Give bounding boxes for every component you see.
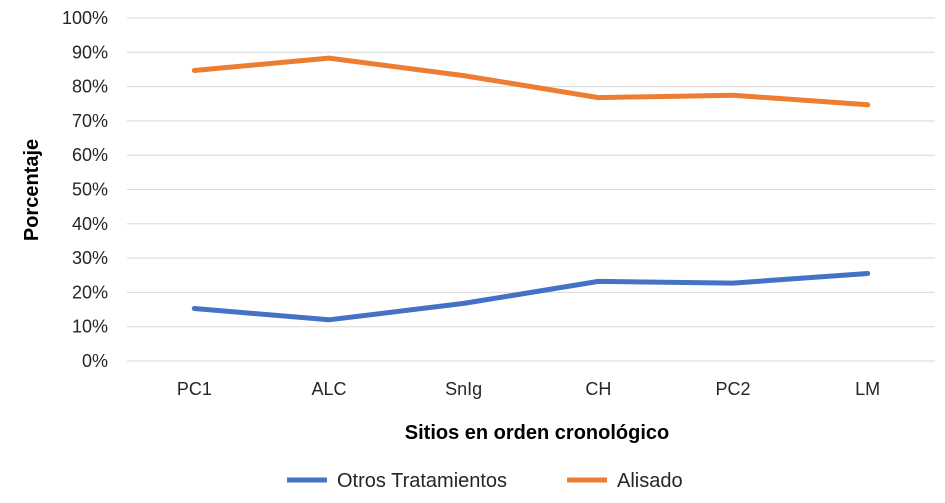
x-tick-label: LM bbox=[855, 379, 880, 399]
series-lines bbox=[191, 55, 871, 323]
legend-label: Otros Tratamientos bbox=[337, 470, 507, 492]
y-tick-label: 60% bbox=[72, 145, 108, 165]
gridlines bbox=[127, 17, 935, 362]
legend-label: Alisado bbox=[617, 470, 683, 492]
y-tick-label: 40% bbox=[72, 214, 108, 234]
x-tick-label: SnIg bbox=[445, 379, 482, 399]
y-tick-label: 10% bbox=[72, 317, 108, 337]
y-tick-label: 0% bbox=[82, 351, 108, 371]
series-line bbox=[191, 271, 871, 323]
series-line bbox=[191, 55, 871, 108]
y-tick-label: 80% bbox=[72, 77, 108, 97]
x-tick-label: PC1 bbox=[177, 379, 212, 399]
x-axis-title: Sitios en orden cronológico bbox=[405, 422, 669, 444]
x-tick-label: PC2 bbox=[715, 379, 750, 399]
y-tick-label: 30% bbox=[72, 248, 108, 268]
x-tick-label: CH bbox=[585, 379, 611, 399]
y-tick-label: 100% bbox=[62, 8, 108, 28]
x-axis-ticks: PC1 ALC SnIg CH PC2 LM bbox=[177, 379, 880, 399]
y-tick-label: 70% bbox=[72, 111, 108, 131]
y-tick-label: 50% bbox=[72, 180, 108, 200]
x-tick-label: ALC bbox=[311, 379, 346, 399]
y-tick-label: 20% bbox=[72, 282, 108, 302]
y-axis-ticks: 0% 10% 20% 30% 40% 50% 60% 70% 80% 90% 100% bbox=[62, 8, 108, 371]
y-tick-label: 90% bbox=[72, 42, 108, 62]
y-axis-title: Porcentaje bbox=[21, 139, 43, 241]
legend: Otros Tratamientos Alisado bbox=[287, 470, 683, 492]
